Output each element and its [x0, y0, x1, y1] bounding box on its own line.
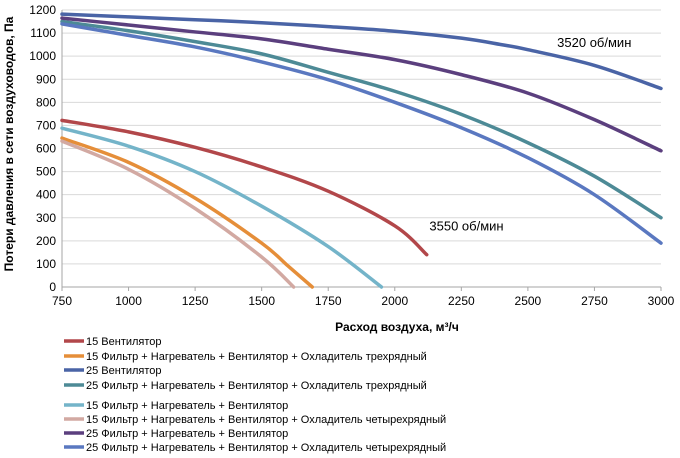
y-tick-label: 600	[36, 142, 56, 156]
legend: 15 Вентилятор 15 Фильтр + Нагреватель + В…	[64, 336, 446, 454]
x-tick-label: 2000	[381, 294, 408, 308]
y-tick-label: 700	[36, 118, 56, 132]
y-tick-label: 200	[36, 234, 56, 248]
y-tick-label: 1000	[29, 49, 56, 63]
x-tick-label: 1750	[315, 294, 342, 308]
series-line-5	[60, 139, 296, 289]
legend-label-5: 15 Фильтр + Нагреватель + Вентилятор + О…	[86, 414, 446, 426]
series-lines	[60, 12, 663, 289]
x-axis-label: Расход воздуха, м³/ч	[335, 320, 459, 334]
y-tick-label: 0	[49, 280, 56, 294]
y-tick-label: 900	[36, 72, 56, 86]
x-tick-label: 1500	[248, 294, 275, 308]
series-line-7	[60, 22, 663, 245]
annotation-3520-rpm: 3520 об/мин	[557, 35, 631, 50]
legend-label-3: 25 Фильтр + Нагреватель + Вентилятор + О…	[86, 380, 427, 392]
y-tick-label: 400	[36, 188, 56, 202]
legend-label-7: 25 Фильтр + Нагреватель + Вентилятор + О…	[86, 442, 446, 454]
y-tick-labels: 0 100 200 300 400 500 600 700 800 900 1000 1100 1200	[29, 3, 56, 294]
series-line-1	[60, 136, 314, 289]
legend-label-0: 15 Вентилятор	[86, 336, 162, 348]
axes	[61, 10, 662, 291]
x-tick-label: 1250	[182, 294, 209, 308]
y-axis-label: Потери давления в сети воздуховодов, Па	[2, 16, 16, 271]
y-tick-label: 1100	[30, 26, 56, 40]
y-tick-label: 100	[36, 257, 56, 271]
annotation-3550-rpm: 3550 об/мин	[429, 218, 503, 233]
series-line-3	[60, 19, 663, 220]
x-tick-label: 2250	[448, 294, 475, 308]
legend-label-6: 25 Фильтр + Нагреватель + Вентилятор	[86, 428, 288, 440]
legend-label-4: 15 Фильтр + Нагреватель + Вентилятор	[86, 400, 288, 412]
x-tick-label: 2750	[581, 294, 608, 308]
y-tick-label: 1200	[29, 3, 56, 17]
x-tick-labels: 750 1000 1250 1500 1750 2000 2250 2500 2750 3000	[52, 294, 675, 308]
x-tick-label: 750	[52, 294, 72, 308]
series-line-2	[60, 12, 663, 91]
legend-label-2: 25 Вентилятор	[86, 365, 162, 377]
series-line-4	[60, 126, 384, 289]
y-tick-label: 800	[36, 95, 56, 109]
series-line-0	[60, 118, 429, 257]
x-tick-label: 3000	[648, 294, 675, 308]
gridlines	[62, 9, 661, 288]
legend-label-1: 15 Фильтр + Нагреватель + Вентилятор + О…	[86, 351, 427, 363]
y-tick-label: 500	[36, 165, 56, 179]
x-tick-label: 1000	[115, 294, 142, 308]
y-tick-label: 300	[36, 211, 56, 225]
series-line-6	[60, 16, 663, 153]
x-tick-label: 2500	[515, 294, 542, 308]
